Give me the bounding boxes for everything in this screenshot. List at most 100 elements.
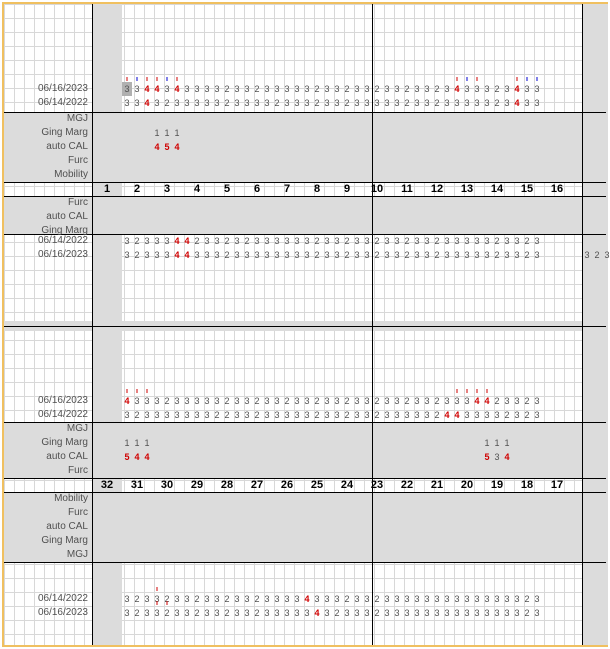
perio-triplet[interactable]: 433 — [512, 96, 542, 110]
perio-value[interactable]: 3 — [382, 592, 392, 606]
perio-triplet[interactable]: 433 — [302, 592, 332, 606]
perio-value[interactable]: 2 — [252, 592, 262, 606]
perio-value[interactable]: 3 — [182, 82, 192, 96]
perio-triplet[interactable]: 323 — [512, 592, 542, 606]
perio-value[interactable]: 3 — [402, 606, 412, 620]
perio-value[interactable]: 2 — [502, 408, 512, 422]
perio-triplet[interactable]: 323 — [212, 248, 242, 262]
perio-triplet[interactable]: 323 — [392, 394, 422, 408]
perio-triplet[interactable]: 223 — [212, 408, 242, 422]
perio-triplet[interactable]: 433 — [122, 394, 152, 408]
perio-value[interactable]: 3 — [392, 408, 402, 422]
perio-value[interactable]: 2 — [222, 592, 232, 606]
perio-value[interactable]: 4 — [512, 82, 522, 96]
perio-triplet[interactable]: 323 — [212, 234, 242, 248]
perio-triplet[interactable]: 333 — [272, 606, 302, 620]
perio-value[interactable]: 3 — [332, 96, 342, 110]
perio-value[interactable]: 3 — [532, 606, 542, 620]
perio-triplet[interactable]: 323 — [302, 234, 332, 248]
perio-value[interactable]: 2 — [222, 234, 232, 248]
perio-value[interactable]: 3 — [162, 408, 172, 422]
perio-triplet[interactable]: 323 — [512, 408, 542, 422]
perio-value[interactable]: 3 — [232, 408, 242, 422]
perio-value[interactable]: 3 — [142, 394, 152, 408]
perio-value[interactable]: 3 — [302, 248, 312, 262]
perio-triplet[interactable]: 323 — [482, 234, 512, 248]
perio-value[interactable]: 3 — [182, 606, 192, 620]
perio-value[interactable]: 2 — [522, 408, 532, 422]
perio-value[interactable]: 3 — [272, 234, 282, 248]
perio-value[interactable]: 2 — [132, 234, 142, 248]
perio-value[interactable]: 3 — [512, 234, 522, 248]
perio-triplet[interactable]: 323 — [392, 248, 422, 262]
perio-triplet[interactable]: 233 — [332, 606, 362, 620]
perio-value[interactable]: 3 — [262, 606, 272, 620]
perio-value[interactable]: 3 — [362, 96, 372, 110]
perio-value[interactable]: 1 — [482, 436, 492, 450]
perio-value[interactable]: 3 — [322, 408, 332, 422]
perio-value[interactable]: 2 — [522, 234, 532, 248]
perio-value[interactable]: 3 — [122, 96, 132, 110]
perio-triplet[interactable]: 333 — [182, 408, 212, 422]
perio-triplet[interactable]: 333 — [422, 592, 452, 606]
perio-triplet[interactable]: 333 — [452, 248, 482, 262]
perio-triplet[interactable]: 323 — [152, 394, 182, 408]
perio-triplet[interactable]: 111 — [122, 436, 152, 450]
perio-value[interactable]: 3 — [242, 248, 252, 262]
perio-value[interactable]: 2 — [432, 248, 442, 262]
perio-value[interactable]: 3 — [522, 96, 532, 110]
perio-value[interactable]: 1 — [502, 436, 512, 450]
perio-value[interactable]: 3 — [252, 248, 262, 262]
perio-value[interactable]: 3 — [392, 606, 402, 620]
perio-value[interactable]: 2 — [252, 606, 262, 620]
perio-value[interactable]: 3 — [192, 408, 202, 422]
perio-value[interactable]: 3 — [442, 96, 452, 110]
perio-value[interactable]: 3 — [392, 234, 402, 248]
perio-value[interactable]: 4 — [152, 140, 162, 154]
perio-triplet[interactable]: 333 — [422, 606, 452, 620]
perio-value[interactable]: 4 — [302, 592, 312, 606]
perio-triplet[interactable]: 333 — [272, 248, 302, 262]
perio-value[interactable]: 3 — [532, 96, 542, 110]
perio-value[interactable]: 3 — [342, 606, 352, 620]
perio-value[interactable]: 3 — [472, 606, 482, 620]
perio-value[interactable]: 2 — [222, 408, 232, 422]
perio-value[interactable]: 3 — [392, 82, 402, 96]
perio-value[interactable]: 3 — [442, 592, 452, 606]
perio-value[interactable]: 3 — [412, 96, 422, 110]
perio-value[interactable]: 3 — [452, 592, 462, 606]
perio-triplet[interactable]: 323 — [332, 82, 362, 96]
perio-value[interactable]: 1 — [172, 126, 182, 140]
perio-value[interactable]: 2 — [312, 408, 322, 422]
perio-triplet[interactable]: 323 — [182, 606, 212, 620]
perio-value[interactable]: 3 — [512, 394, 522, 408]
perio-value[interactable]: 3 — [452, 606, 462, 620]
perio-value[interactable]: 3 — [202, 248, 212, 262]
perio-value[interactable]: 3 — [272, 606, 282, 620]
perio-value[interactable]: 3 — [242, 606, 252, 620]
perio-value[interactable]: 3 — [492, 592, 502, 606]
perio-value[interactable]: 2 — [162, 96, 172, 110]
perio-value[interactable]: 3 — [292, 408, 302, 422]
perio-value[interactable]: 3 — [212, 234, 222, 248]
perio-value[interactable]: 3 — [442, 248, 452, 262]
perio-triplet[interactable]: 323 — [332, 394, 362, 408]
perio-value[interactable]: 5 — [162, 140, 172, 154]
perio-value[interactable]: 2 — [522, 394, 532, 408]
perio-value[interactable]: 3 — [382, 96, 392, 110]
perio-triplet[interactable]: 323 — [122, 592, 152, 606]
perio-value[interactable]: 2 — [402, 82, 412, 96]
perio-value[interactable]: 3 — [502, 248, 512, 262]
perio-triplet[interactable]: 323 — [242, 606, 272, 620]
perio-value[interactable]: 2 — [132, 592, 142, 606]
perio-value[interactable]: 3 — [482, 592, 492, 606]
perio-triplet[interactable]: 323 — [122, 408, 152, 422]
perio-value[interactable]: 3 — [512, 592, 522, 606]
perio-value[interactable]: 3 — [212, 96, 222, 110]
perio-triplet[interactable]: 332 — [482, 408, 512, 422]
perio-triplet[interactable]: 323 — [512, 606, 542, 620]
perio-value[interactable]: 3 — [412, 248, 422, 262]
perio-value[interactable]: 3 — [202, 394, 212, 408]
perio-value[interactable]: 3 — [482, 248, 492, 262]
perio-value[interactable]: 2 — [342, 592, 352, 606]
